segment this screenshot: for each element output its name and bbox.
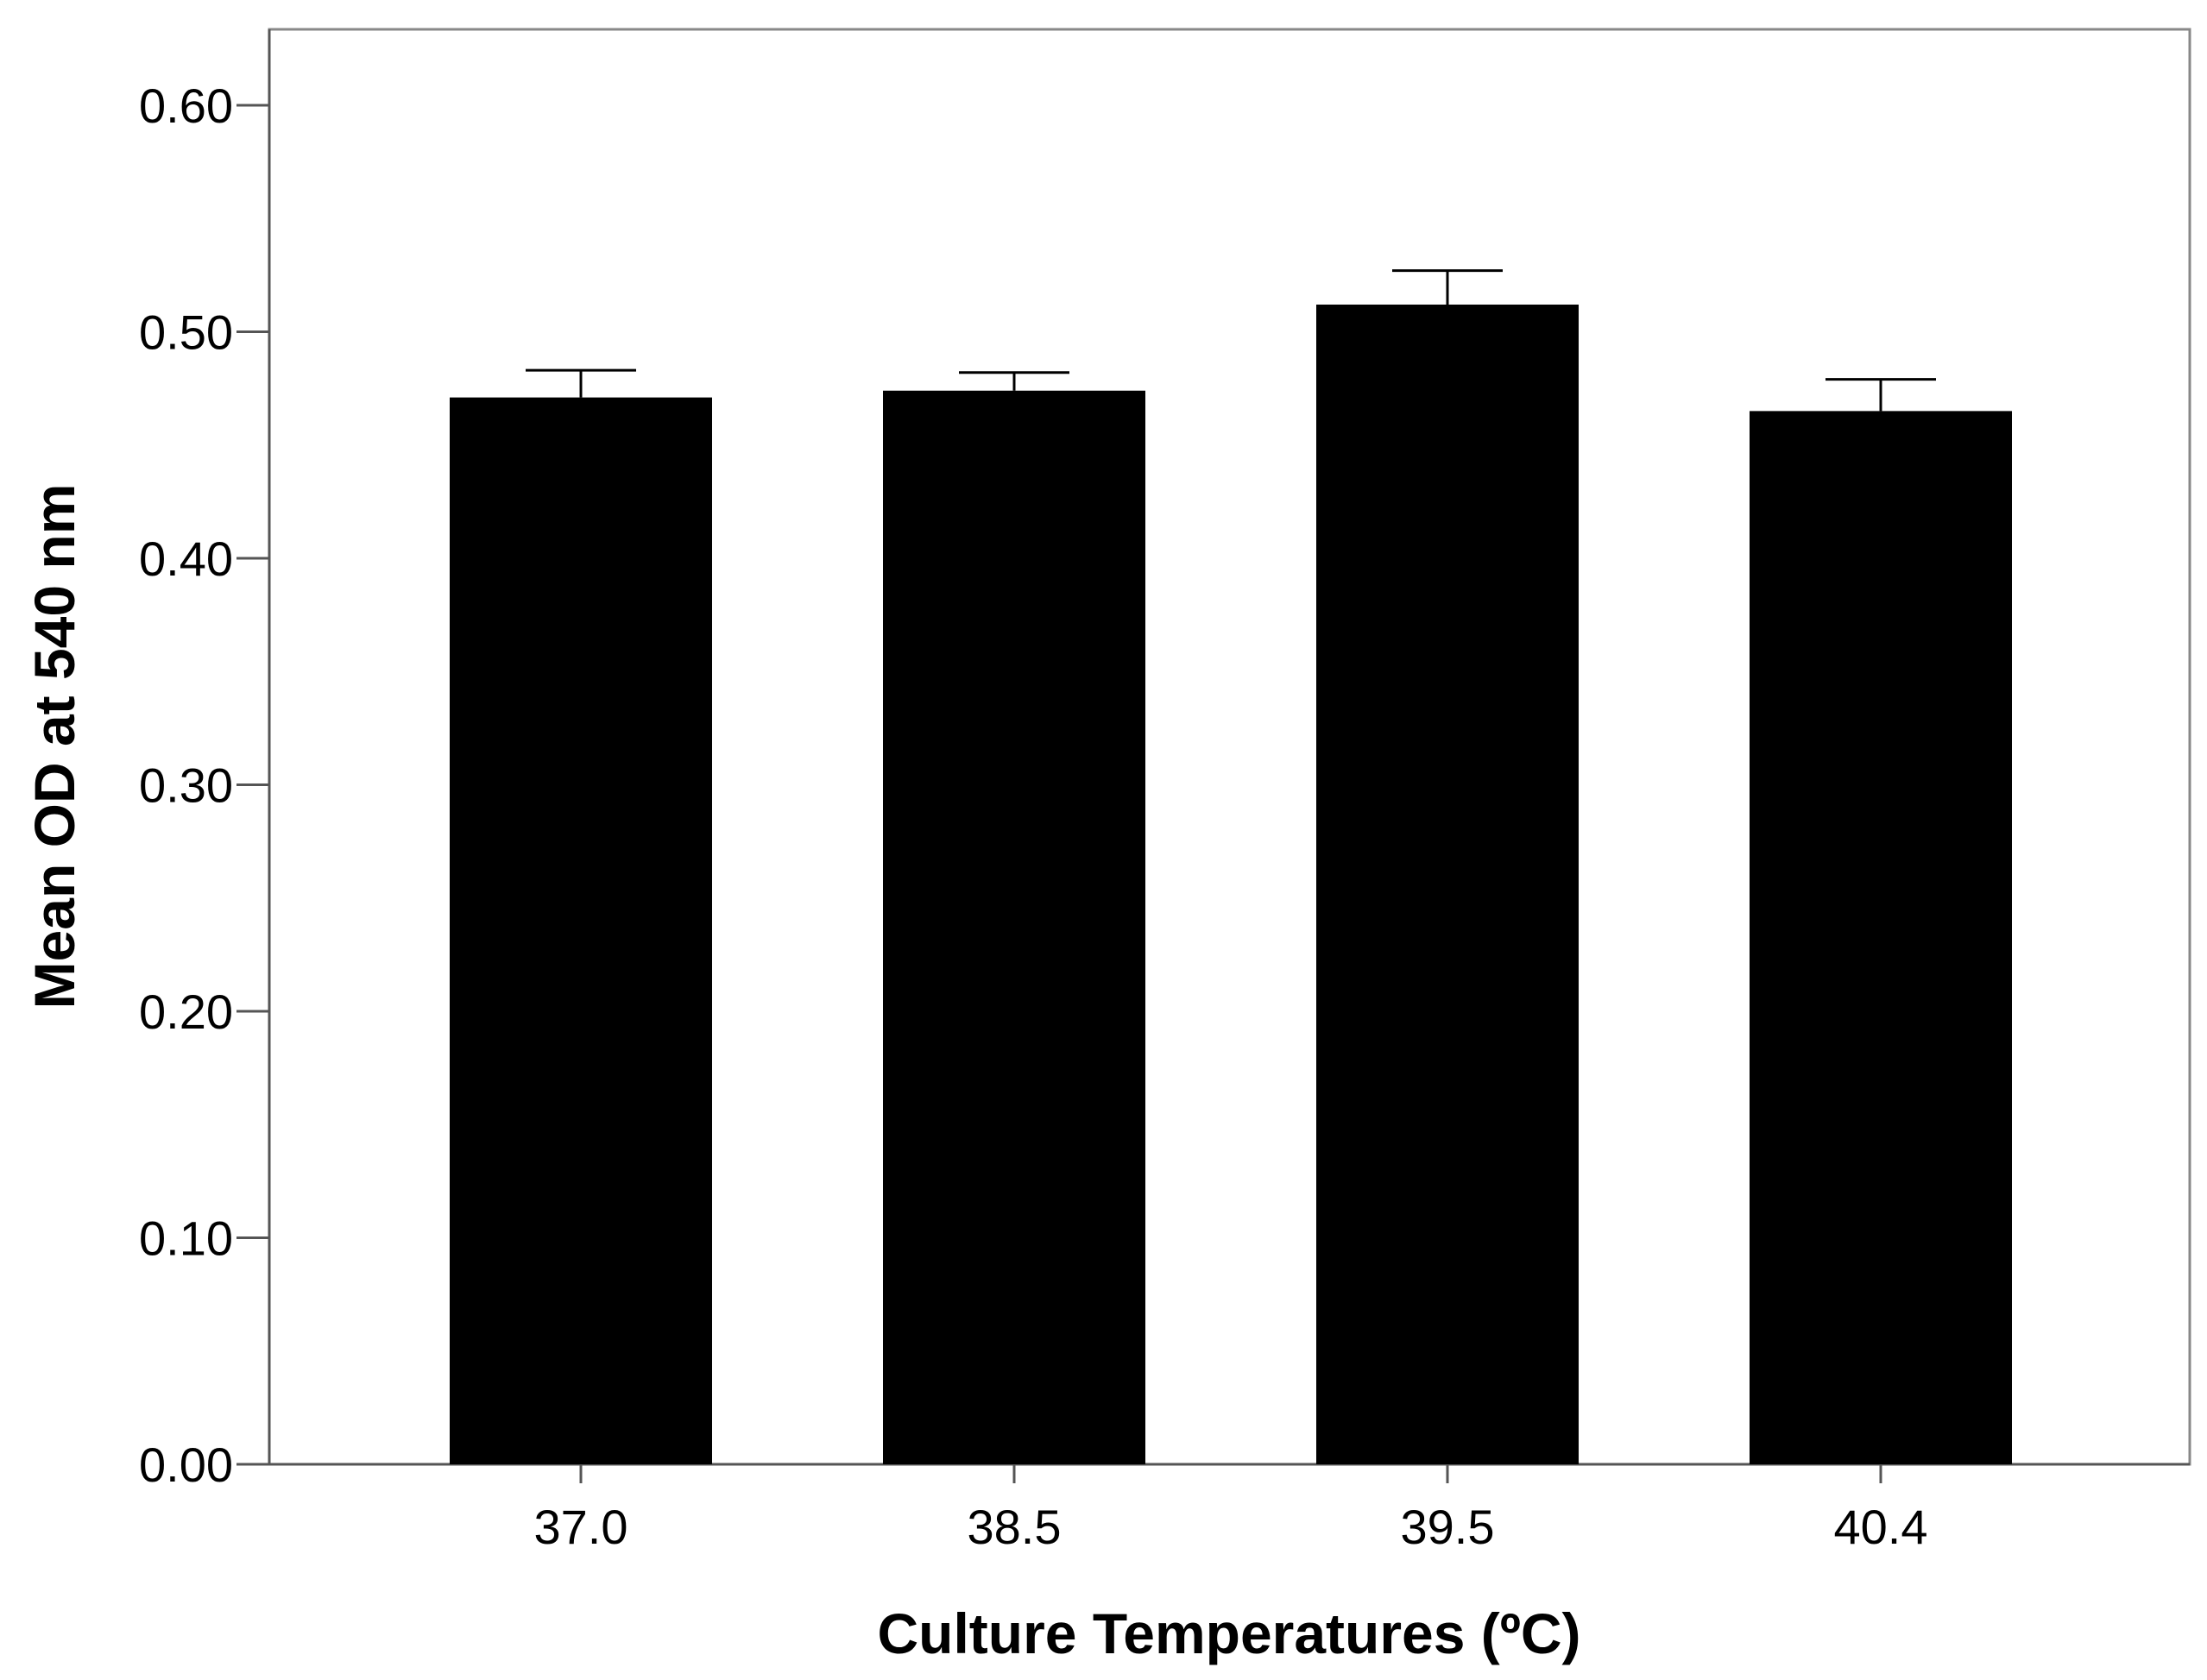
bar-39.5: [1316, 305, 1579, 1464]
bar-38.5: [883, 390, 1145, 1464]
y-tick-label: 0.50: [139, 305, 233, 360]
y-axis: 0.00 0.10 0.20 0.30 0.40 0.50 0.60: [139, 29, 271, 1492]
y-tick-label: 0.10: [139, 1211, 233, 1266]
y-tick-label: 0.40: [139, 532, 233, 586]
y-tick-label: 0.60: [139, 79, 233, 133]
x-tick-label: 38.5: [968, 1500, 1062, 1554]
y-tick-label: 0.00: [139, 1438, 233, 1492]
x-axis-title: Culture Temperatures (ºC): [877, 1601, 1580, 1665]
y-axis-title: Mean OD at 540 nm: [22, 484, 86, 1010]
y-tick-label: 0.30: [139, 758, 233, 813]
x-tick-label: 40.4: [1834, 1500, 1928, 1554]
bar-40.4: [1750, 411, 2012, 1464]
bar-37.0: [450, 397, 712, 1464]
error-bars-group: [526, 269, 1936, 412]
x-tick-label: 39.5: [1401, 1500, 1495, 1554]
bars-group: [450, 305, 2012, 1464]
x-tick-label: 37.0: [534, 1500, 628, 1554]
y-tick-label: 0.20: [139, 985, 233, 1039]
